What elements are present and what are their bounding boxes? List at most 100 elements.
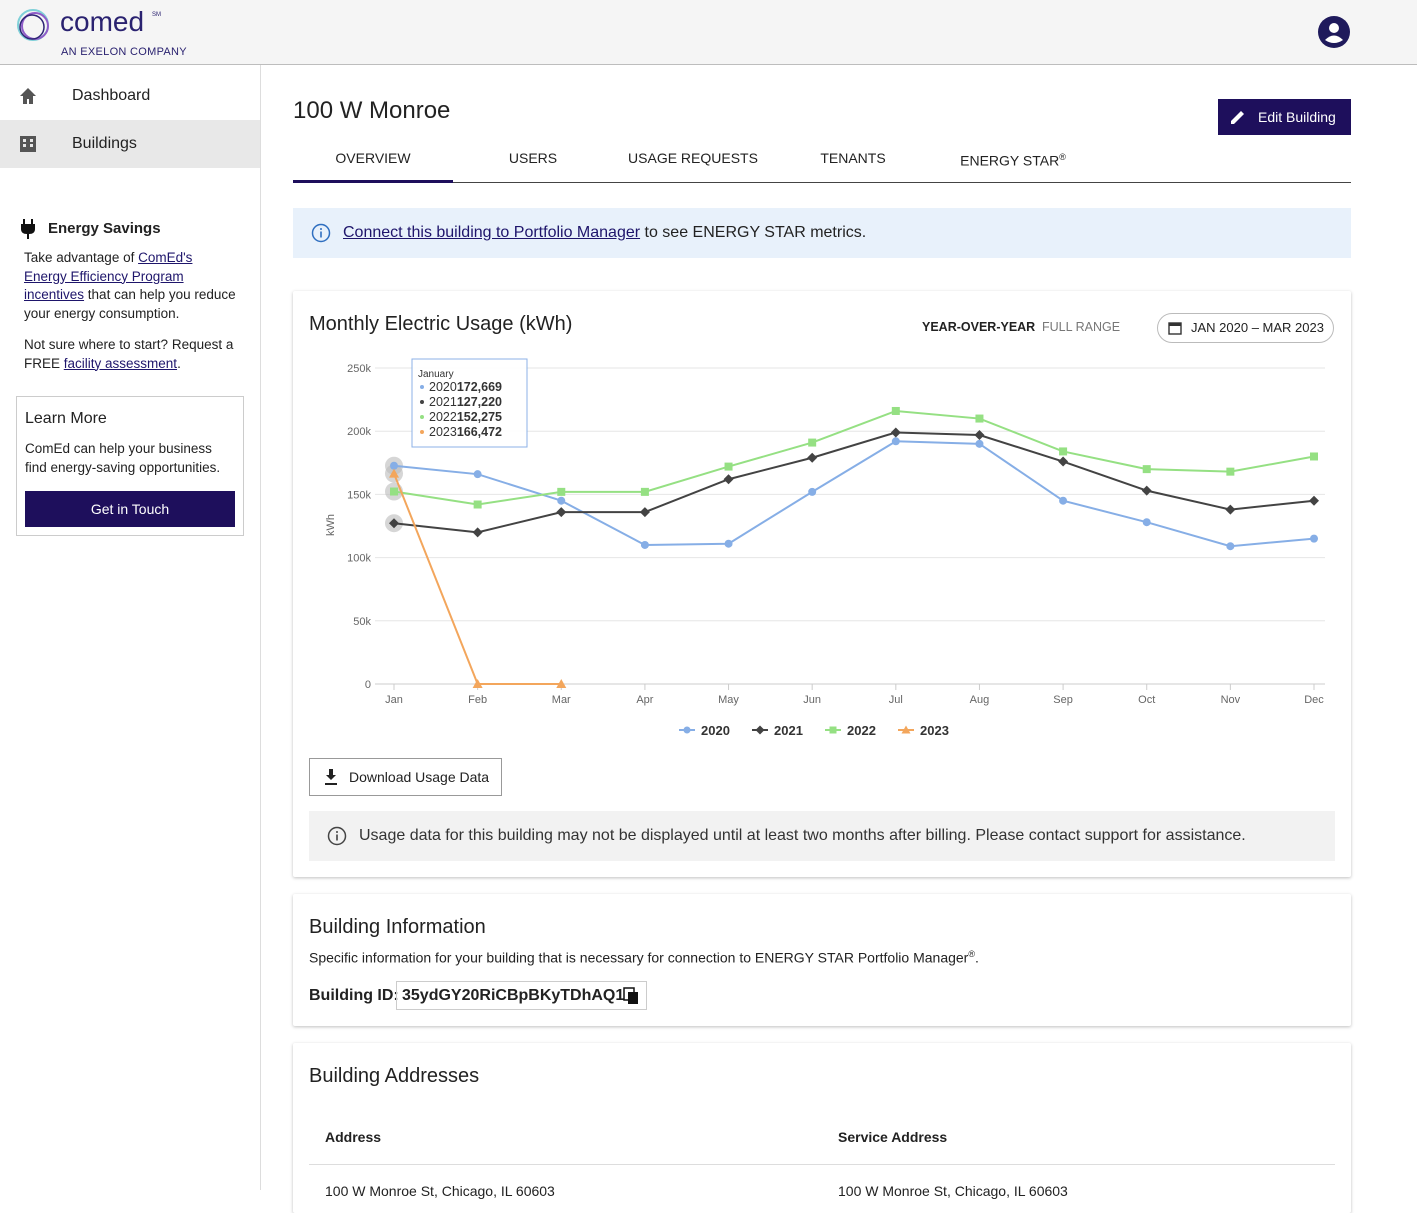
get-in-touch[interactable]: Get in Touch [25,491,235,527]
series-line [393,431,1315,534]
building-name: 100 W Monroe [293,97,451,124]
tooltip-value: 152,275 [457,410,502,424]
button-label: Edit Building [1258,109,1336,125]
id-value: 35ydGY20RiCBpBKyTDhAQ1 [402,987,625,1004]
nav-label: Buildings [72,135,137,152]
info-icon [327,826,347,846]
point [1309,495,1319,506]
point [808,438,817,447]
point [1310,452,1318,461]
point [755,725,765,735]
point [556,507,567,518]
text: Specific information for your building t… [309,949,969,966]
link[interactable]: facility assessment [63,355,178,371]
table-divider [309,1164,1335,1165]
point [1310,534,1318,543]
building-icon [20,136,36,152]
legend-label: 2022 [847,723,876,738]
nav-buildings[interactable]: Buildings [0,120,260,168]
chart-title: Monthly Electric Usage (kWh) [309,313,573,335]
point [808,487,817,496]
tab[interactable]: TENANTS [820,150,886,166]
tab[interactable]: USAGE REQUESTS [628,150,758,166]
toggle[interactable]: FULL RANGE [1042,320,1121,334]
tooltip-value: 127,220 [457,395,502,409]
link[interactable]: ComEd's Energy Efficiency Program incent… [24,250,193,302]
x-tick-label: Aug [970,694,990,706]
plug-icon [21,219,35,239]
mark: ® [968,949,975,959]
logo: comed [60,6,145,37]
point [901,725,911,734]
y-tick-label: 50k [353,616,371,628]
point [1142,465,1151,474]
nav-label: Dashboard [72,87,151,104]
tab[interactable]: ENERGY STAR® [933,152,1093,169]
avatar[interactable] [1318,16,1350,48]
column-header[interactable]: Service Address [838,1129,948,1145]
x-tick-label: May [718,694,739,706]
date-range[interactable]: JAN 2020 – MAR 2023 [1157,313,1334,343]
x-tick-label: Feb [468,694,487,706]
y-tick-label: 200k [347,426,371,438]
text: Not sure where to start? Request a FREE [24,337,234,371]
point [557,487,566,496]
point [1058,456,1069,467]
text: . [177,355,181,371]
nav-dashboard[interactable]: Dashboard [0,72,260,120]
tab[interactable]: USERS [508,150,558,166]
point [724,462,733,471]
point [1059,496,1068,505]
tagline: AN EXELON COMPANY [61,46,187,58]
edit-button[interactable]: Edit Building [1218,99,1351,135]
point [1226,542,1235,551]
legend-label: 2023 [920,723,949,738]
text: that can help you reduce your energy con… [24,287,236,321]
point [975,439,984,448]
button-label: Download Usage Data [349,769,490,785]
learn-title: Learn More [25,410,107,427]
toggle[interactable]: YEAR-OVER-YEAR [922,320,1036,334]
x-tick-label: Jul [889,694,903,706]
banner-text: Connect this building to Portfolio Manag… [343,224,866,242]
energy-text-2: Not sure where to start? Request a FREE … [24,336,236,373]
point [389,518,399,529]
column-header[interactable]: Address [325,1129,382,1145]
point [556,679,567,688]
point [473,470,482,479]
link[interactable]: Connect this building to Portfolio Manag… [343,224,641,241]
legend-label: 2021 [774,723,803,738]
point [390,461,398,470]
sidebar: Dashboard Buildings Energy Savings Take … [0,65,261,1190]
info-title: Building Information [309,916,486,938]
text: . [975,949,979,966]
pencil-icon [1231,111,1244,124]
tab[interactable]: OVERVIEW [335,150,411,166]
x-tick-label: Dec [1304,694,1324,706]
usage-notice: Usage data for this building may not be … [309,811,1335,861]
tooltip: January2020172,6692021127,2202022152,275… [411,358,528,448]
tooltip-series: 2020 [429,380,457,394]
series-line [393,409,1315,506]
header: comed SM AN EXELON COMPANY [0,0,1417,65]
point [891,437,900,446]
chart: 0 50k 100k 150k 200k 250k Jan Feb Mar Apr May Jun Ju… [325,358,1325,738]
notice-text: Usage data for this building may not be … [359,827,1246,844]
tab-divider [293,182,1351,183]
info-card: Building Information Specific informatio… [293,894,1351,1026]
tooltip-dot [420,400,424,404]
tab-mark: ® [1059,152,1066,162]
id-box: 35ydGY20RiCBpBKyTDhAQ1 [396,981,647,1010]
point [640,487,649,496]
tooltip-item: 2022152,275 [429,410,502,424]
point [390,487,398,496]
copy-icon[interactable] [623,987,639,1005]
y-tick-label: 150k [347,489,371,501]
point [890,427,901,438]
id-label: Building ID: [309,987,399,1004]
info-banner: Connect this building to Portfolio Manag… [293,208,1351,258]
info-description: Specific information for your building t… [309,949,979,966]
download-button[interactable]: Download Usage Data [309,758,502,796]
x-tick-label: Oct [1138,694,1155,706]
